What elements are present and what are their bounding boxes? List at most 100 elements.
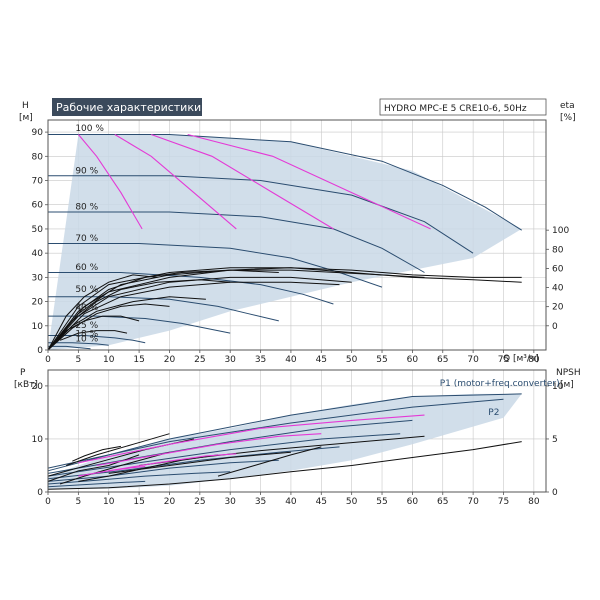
y2-tick-label: 40 <box>552 284 564 294</box>
x-tick-label: 75 <box>498 355 509 365</box>
eta-axis-label: eta <box>560 101 575 111</box>
speed-label: 50 % <box>75 285 98 295</box>
black-curve-6 <box>47 315 140 351</box>
black-curve-9 <box>217 446 322 477</box>
x-tick-label: 55 <box>376 497 387 507</box>
speed-curve-5 <box>47 459 279 482</box>
x-tick-label: 80 <box>528 497 540 507</box>
magenta-curve-2 <box>108 453 237 472</box>
head-operating-region <box>48 134 522 350</box>
y-tick-label: 0 <box>37 346 43 356</box>
eta-axis-unit: [%] <box>560 113 576 123</box>
power-curves <box>47 393 522 488</box>
model-label: HYDRO MPC-E 5 CRE10-6, 50Hz <box>384 104 527 114</box>
y2-tick-label: 60 <box>552 264 564 274</box>
x-tick-label: 5 <box>75 355 81 365</box>
x-tick-label: 15 <box>133 497 144 507</box>
y-tick-label: 0 <box>37 488 43 498</box>
x-tick-label: 15 <box>133 355 144 365</box>
magenta-curve-1 <box>96 433 322 467</box>
black-curve-2 <box>59 451 170 485</box>
title-background <box>52 98 202 116</box>
x-tick-label: 60 <box>407 355 419 365</box>
x-tick-label: 50 <box>346 355 358 365</box>
x-tick-label: 25 <box>194 355 205 365</box>
speed-curve-1 <box>47 398 504 469</box>
x-tick-label: 65 <box>437 355 448 365</box>
power-y-ticks: 0 10 20 <box>32 382 48 498</box>
x-tick-label: 60 <box>407 497 419 507</box>
x-tick-label: 0 <box>45 355 51 365</box>
head-plot: 0 5 10 15 20 25 30 35 40 45 50 55 60 65 70 75 80 0 10 20 30… <box>32 119 569 365</box>
npsh-curves <box>47 433 522 490</box>
head-y-ticks: 0 10 20 30 40 50 60 70 80 90 <box>32 128 48 356</box>
speed-label: 40 % <box>75 303 98 313</box>
magenta-curve-2 <box>151 133 334 230</box>
x-tick-label: 40 <box>285 497 297 507</box>
y2-tick-label: 20 <box>552 303 564 313</box>
y-tick-label: 80 <box>32 152 44 162</box>
head-plot-frame <box>47 119 547 351</box>
speed-curve-1 <box>48 175 474 254</box>
magenta-curve-3 <box>187 133 431 230</box>
x-tick-label: 50 <box>346 497 358 507</box>
y2-tick-label: 5 <box>552 435 558 445</box>
x-tick-label: 10 <box>103 497 115 507</box>
x-tick-label: 30 <box>224 355 236 365</box>
y-tick-label: 60 <box>32 201 44 211</box>
black-curve-1 <box>47 267 522 351</box>
speed-curve-4 <box>48 272 334 305</box>
power-axis-label: P <box>20 368 26 378</box>
head-efficiency-curves <box>47 267 522 351</box>
black-curve-0 <box>47 441 522 490</box>
npsh-axis-unit: [м] <box>560 380 574 390</box>
y-tick-label: 20 <box>32 298 44 308</box>
black-curve-2 <box>47 274 158 351</box>
y-tick-label: 90 <box>32 128 44 138</box>
x-tick-label: 20 <box>164 355 176 365</box>
head-axis-unit: [м] <box>19 113 33 123</box>
x-tick-label: 75 <box>498 497 509 507</box>
y-tick-label: 10 <box>32 435 44 445</box>
power-axis-unit: [кВт] <box>14 380 38 390</box>
y-tick-label: 10 <box>32 322 44 332</box>
legend-entry: P1 (motor+freq.converter) <box>440 379 560 389</box>
x-tick-label: 10 <box>103 355 115 365</box>
legend-entry: P2 <box>488 408 499 418</box>
black-curve-7 <box>139 435 425 466</box>
speed-curve-8 <box>48 342 109 346</box>
magenta-curve-0 <box>78 414 425 464</box>
magenta-curve-0 <box>77 134 143 230</box>
speed-label: 100 % <box>75 124 104 134</box>
speed-label: 60 % <box>75 263 98 273</box>
black-curve-5 <box>47 281 340 351</box>
black-curve-10 <box>47 269 425 351</box>
x-tick-label: 25 <box>194 497 205 507</box>
y2-tick-label: 0 <box>552 322 558 332</box>
chart-title: Рабочие характеристики <box>56 101 201 114</box>
x-tick-label: 55 <box>376 355 387 365</box>
y-tick-label: 50 <box>32 225 44 235</box>
speed-curve-9 <box>48 345 91 350</box>
black-curve-4 <box>47 276 352 351</box>
magenta-curve-1 <box>114 134 237 230</box>
x-tick-label: 35 <box>255 355 266 365</box>
speed-curve-0 <box>47 393 522 472</box>
x-tick-label: 45 <box>316 355 327 365</box>
y-tick-label: 70 <box>32 177 44 187</box>
head-limit-curves <box>77 133 431 230</box>
flow-axis-label: Q [м³/ч] <box>503 354 539 364</box>
x-tick-label: 40 <box>285 355 297 365</box>
speed-label: 90 % <box>75 166 98 176</box>
speed-label: 80 % <box>75 203 98 213</box>
y2-tick-label: 10 <box>552 382 564 392</box>
black-curve-5 <box>66 433 170 466</box>
speed-label: 18 % <box>75 330 98 340</box>
x-tick-label: 70 <box>467 497 479 507</box>
power-legend: P1 (motor+freq.converter) P2 <box>440 379 560 418</box>
speed-label: 70 % <box>75 234 98 244</box>
black-curve-8 <box>72 445 121 462</box>
x-tick-label: 0 <box>45 497 51 507</box>
